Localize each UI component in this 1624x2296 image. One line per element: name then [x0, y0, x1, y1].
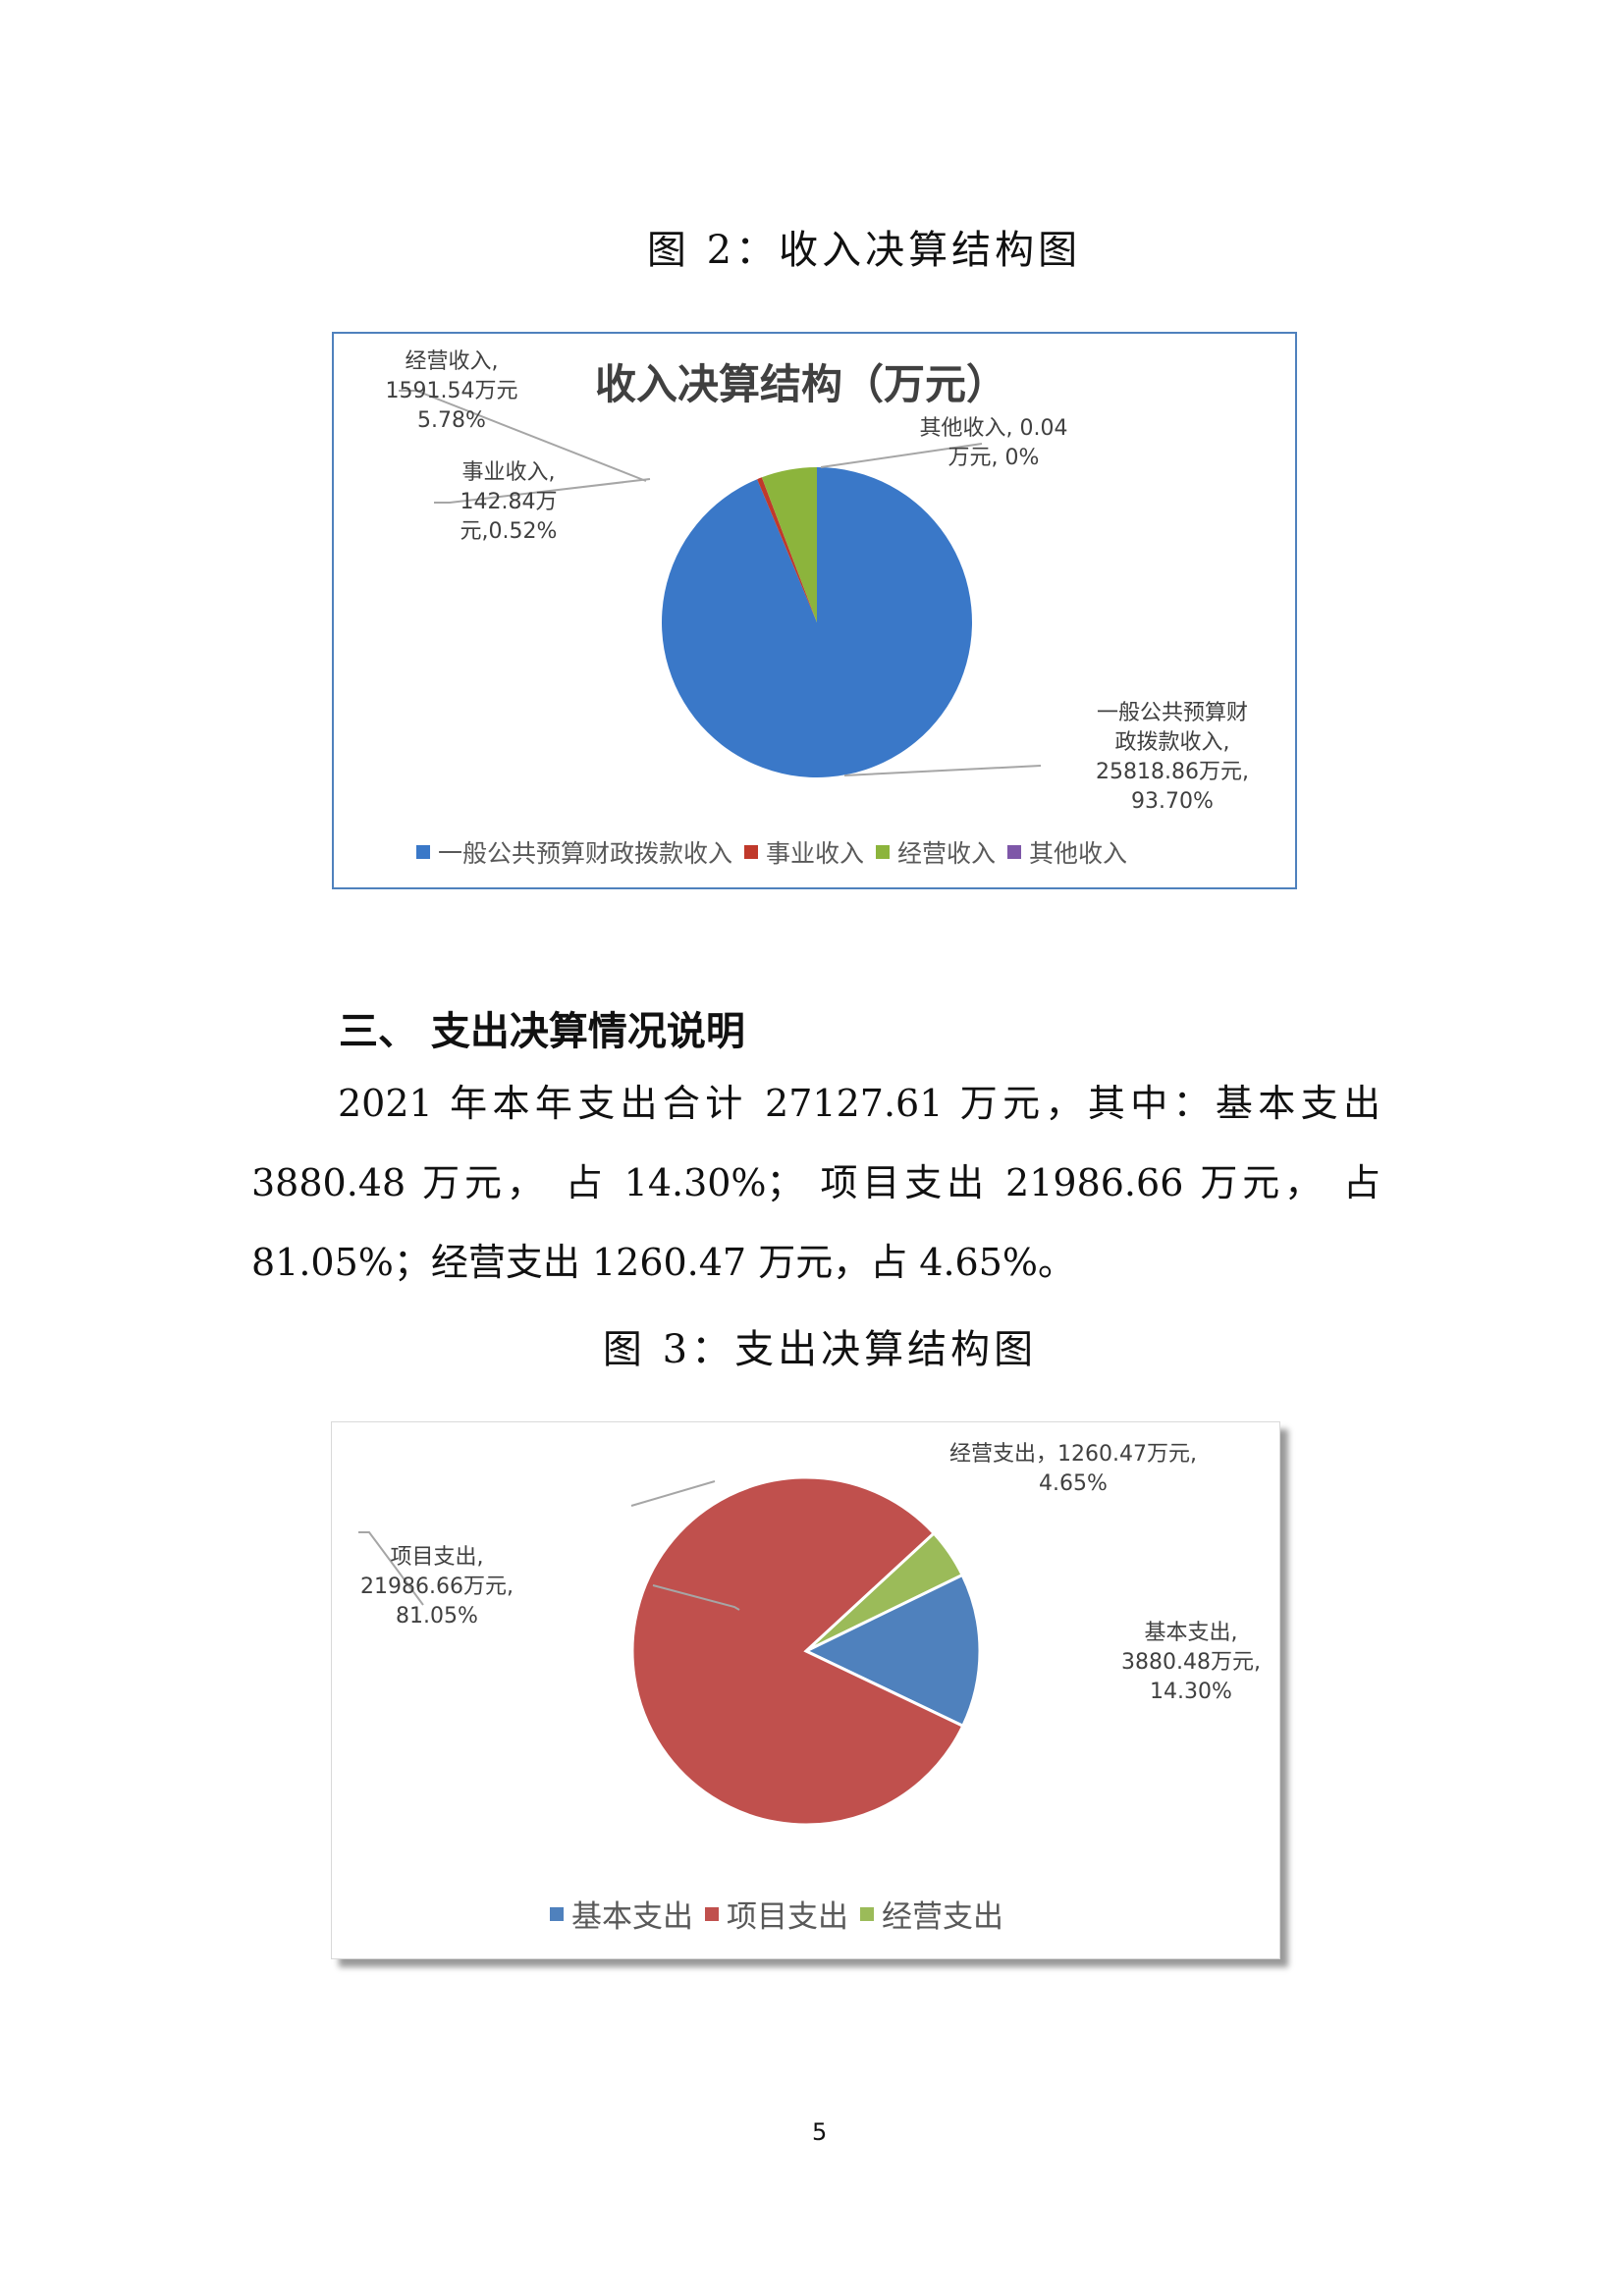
paragraph-line: 3880.48 万元， 占 14.30%； 项目支出 21986.66 万元， … — [251, 1161, 1380, 1204]
slice-business — [757, 477, 817, 622]
page-number: 5 — [812, 2118, 828, 2146]
figure-2-caption: 图 2：收入决算结构图 — [646, 228, 1082, 273]
legend-item: 事业收入 — [766, 839, 865, 868]
data-label-other-income: 其他收入, 0.04 万元, 0% — [919, 416, 1068, 470]
income-pie-svg — [399, 390, 1042, 777]
legend-item: 基本支出 — [571, 1899, 693, 1935]
data-label-operating-income: 经营收入, 1591.54万元 5.78% — [385, 349, 518, 433]
chart-legend: 一般公共预算财政拨款收入 事业收入 经营收入 其他收入 — [405, 834, 1127, 870]
expenditure-paragraph: 2021 年本年支出合计 27127.61 万元，其中：基本支出 3880.48… — [251, 1064, 1380, 1303]
legend-swatch — [876, 845, 891, 859]
slice-project — [630, 1475, 965, 1827]
income-pie-chart: 收入决算结构（万元） 经营收入, 1591.54万元 5.78% 事业收入, 142.… — [332, 332, 1297, 889]
paragraph-line: 81.05%；经营支出 1260.47 万元，占 4.65%。 — [251, 1241, 1075, 1284]
chart-title: 收入决算结构（万元） — [595, 360, 1008, 408]
data-label-operating-expense: 经营支出，1260.47万元, 4.65% — [949, 1442, 1197, 1496]
legend-swatch — [744, 845, 759, 859]
leader-line — [399, 390, 647, 482]
leader-line — [843, 765, 1042, 776]
expenditure-pie-chart: 经营支出，1260.47万元, 4.65% 项目支出, 21986.66万元, 81.… — [331, 1421, 1280, 1959]
paragraph-line: 2021 年本年支出合计 27127.61 万元，其中：基本支出 — [338, 1082, 1380, 1125]
slice-operating — [761, 467, 817, 622]
legend-swatch — [1007, 845, 1022, 859]
chart-legend: 基本支出 项目支出 经营支出 — [538, 1892, 1003, 1936]
data-label-basic-expense: 基本支出, 3880.48万元, 14.30% — [1121, 1621, 1261, 1704]
leader-line — [652, 1584, 740, 1611]
leader-line — [358, 1531, 424, 1606]
leader-line — [820, 443, 983, 468]
legend-swatch — [416, 845, 430, 859]
legend-item: 一般公共预算财政拨款收入 — [438, 839, 733, 868]
section-heading: 三、 支出决算情况说明 — [339, 1009, 745, 1054]
data-label-project-expense: 项目支出, 21986.66万元, 81.05% — [360, 1545, 514, 1629]
legend-swatch — [860, 1906, 874, 1921]
legend-swatch — [550, 1906, 564, 1921]
data-label-general-income: 一般公共预算财 政拨款收入, 25818.86万元, 93.70% — [1096, 701, 1249, 814]
legend-item: 经营支出 — [882, 1899, 1003, 1935]
slice-basic — [802, 1573, 982, 1729]
legend-item: 其他收入 — [1029, 839, 1128, 868]
figure-3-caption: 图 3：支出决算结构图 — [602, 1327, 1038, 1372]
expenditure-pie-svg — [358, 1475, 982, 1827]
leader-line — [434, 478, 651, 504]
leader-line — [630, 1480, 716, 1507]
legend-swatch — [705, 1906, 719, 1921]
legend-item: 经营收入 — [897, 839, 997, 868]
data-label-business-income: 事业收入, 142.84万 元,0.52% — [460, 460, 558, 544]
legend-item: 项目支出 — [727, 1899, 848, 1935]
